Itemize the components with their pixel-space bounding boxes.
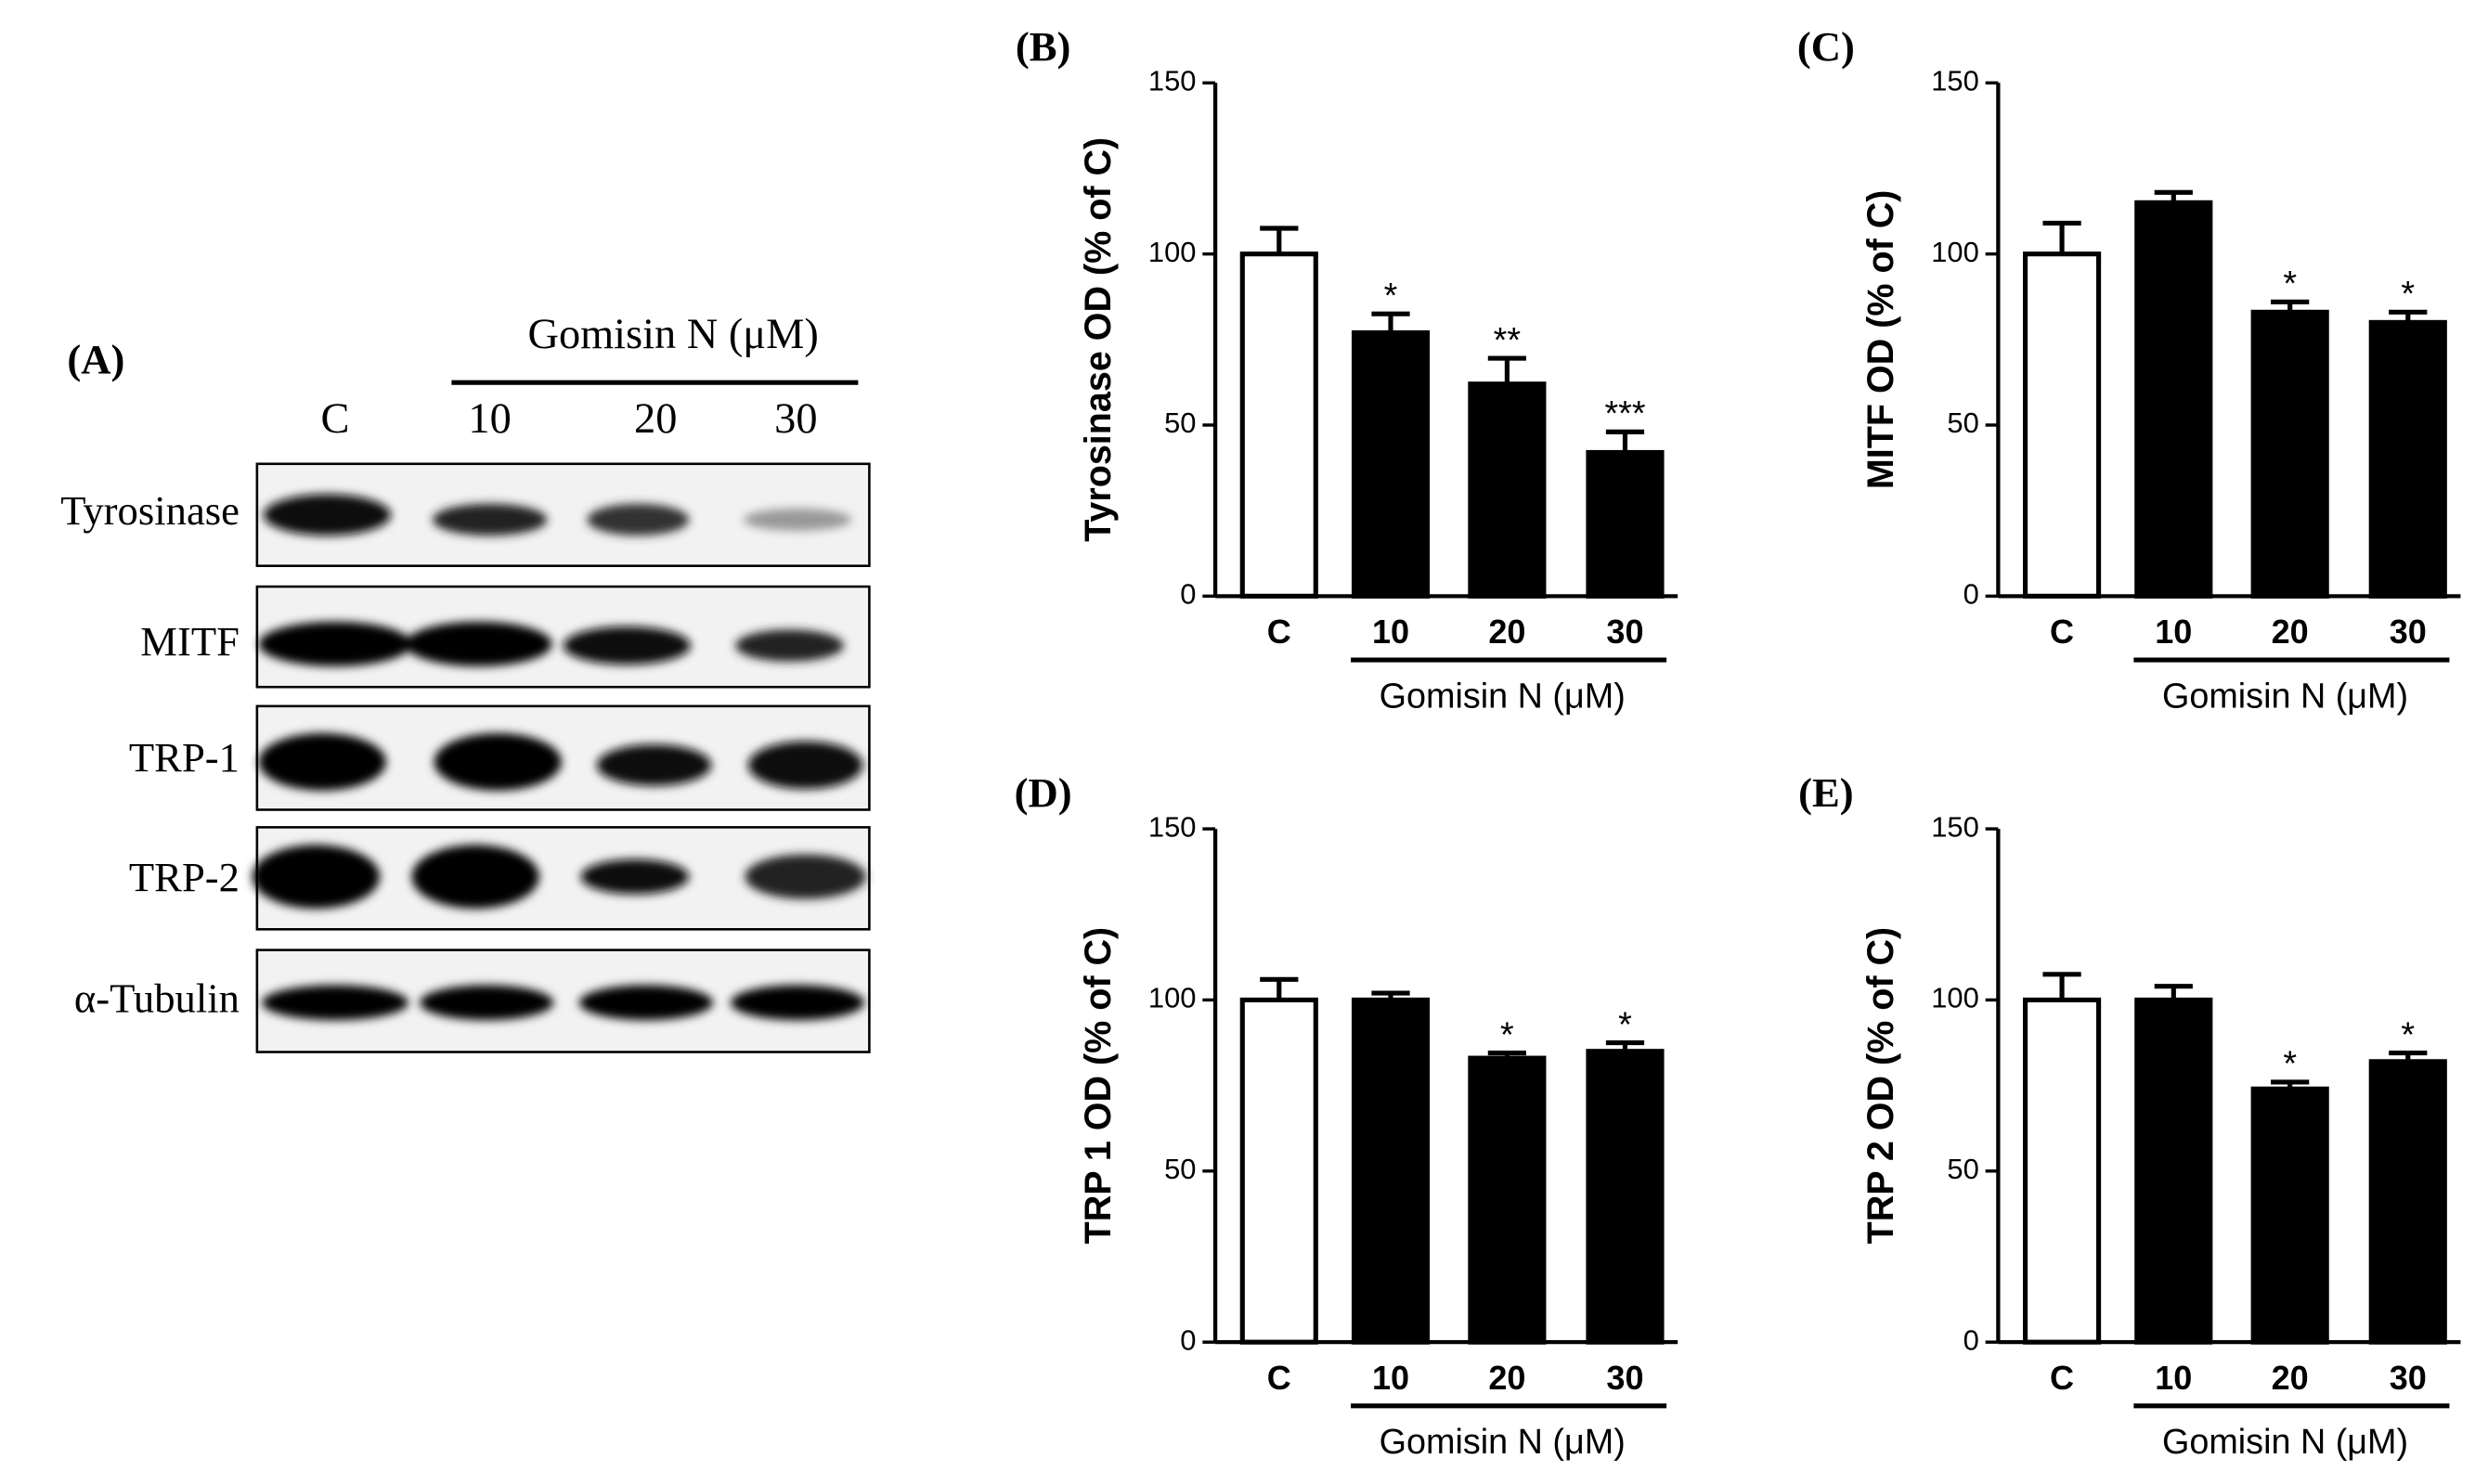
- y-tick-label: 0: [1180, 578, 1196, 611]
- x-tick-label: 10: [1372, 1359, 1409, 1397]
- protein-label: MITF: [140, 618, 240, 665]
- panel-label: (C): [1797, 23, 1855, 70]
- x-tick-label: 30: [1606, 1359, 1643, 1397]
- x-tick-label: 20: [1488, 613, 1525, 651]
- y-tick-label: 50: [1947, 1153, 1978, 1185]
- x-tick-label: C: [2050, 613, 2074, 651]
- y-tick-label: 150: [1931, 810, 1979, 843]
- bar: [1351, 329, 1431, 599]
- y-tick-label: 100: [1148, 236, 1197, 268]
- bar: [1239, 997, 1318, 1345]
- panel-label: (E): [1798, 769, 1854, 816]
- y-tick-label: 50: [1164, 406, 1196, 439]
- bar: [1468, 1055, 1547, 1345]
- bar: [2134, 200, 2213, 599]
- bar: [1351, 997, 1431, 1345]
- lane-label: 30: [774, 395, 817, 443]
- x-tick-label: 30: [2390, 613, 2427, 651]
- panel-label: (B): [1016, 23, 1071, 70]
- x-tick-label: 10: [2155, 1359, 2192, 1397]
- y-tick-label: 50: [1947, 406, 1978, 439]
- protein-label: Tyrosinase: [60, 487, 240, 534]
- y-axis-label: TRP 1 OD (% of C): [1078, 927, 1119, 1245]
- lane-label: 20: [634, 395, 677, 443]
- x-axis-label: Gomisin N (μM): [2162, 677, 2408, 716]
- significance-label: *: [1618, 1005, 1632, 1044]
- protein-label: TRP-1: [129, 734, 240, 781]
- bar: [2250, 1086, 2329, 1345]
- panel-label: (A): [67, 336, 124, 382]
- significance-label: *: [2283, 1045, 2297, 1084]
- y-tick-label: 50: [1164, 1153, 1196, 1185]
- x-tick-label: 20: [2272, 1359, 2309, 1397]
- y-axis-label: MITF OD (% of C): [1860, 190, 1901, 490]
- bar: [2368, 1059, 2447, 1345]
- panel-label: (D): [1015, 769, 1072, 816]
- y-axis-label: Tyrosinase OD (% of C): [1078, 137, 1119, 542]
- lane-label: 10: [468, 395, 511, 443]
- bar: [1239, 252, 1318, 599]
- x-tick-label: 30: [1606, 613, 1643, 651]
- x-tick-label: C: [1267, 1359, 1291, 1397]
- y-tick-label: 100: [1931, 982, 1979, 1014]
- bar: [2134, 997, 2213, 1345]
- significance-label: *: [2401, 1015, 2415, 1054]
- lane-label: C: [321, 395, 350, 443]
- significance-label: *: [2401, 275, 2415, 314]
- y-tick-label: 0: [1963, 578, 1979, 611]
- bar: [2368, 319, 2447, 599]
- x-tick-label: 30: [2390, 1359, 2427, 1397]
- bar: [1586, 1049, 1665, 1345]
- x-axis-label: Gomisin N (μM): [1380, 677, 1626, 716]
- y-tick-label: 150: [1148, 810, 1197, 843]
- bar: [1586, 449, 1665, 599]
- treatment-label: Gomisin N (μM): [527, 311, 818, 358]
- y-tick-label: 150: [1931, 64, 1979, 97]
- y-tick-label: 100: [1931, 236, 1979, 268]
- significance-label: *: [2283, 265, 2297, 303]
- x-axis-label: Gomisin N (μM): [2162, 1423, 2408, 1462]
- bar: [2023, 997, 2102, 1345]
- bar: [2250, 309, 2329, 599]
- x-axis-label: Gomisin N (μM): [1380, 1423, 1626, 1462]
- y-axis-label: TRP 2 OD (% of C): [1860, 927, 1901, 1245]
- western-blot: (A) Gomisin N (μM) C 10 20 30 Tyrosinase…: [60, 311, 871, 1053]
- y-tick-label: 150: [1148, 64, 1197, 97]
- x-tick-label: 10: [1372, 613, 1409, 651]
- x-tick-label: C: [1267, 613, 1291, 651]
- significance-label: *: [1384, 277, 1398, 316]
- bar: [2023, 252, 2102, 599]
- significance-label: ***: [1604, 394, 1645, 433]
- x-tick-label: 10: [2155, 613, 2192, 651]
- x-tick-label: C: [2050, 1359, 2074, 1397]
- y-tick-label: 100: [1148, 982, 1197, 1014]
- protein-label: TRP-2: [129, 854, 240, 900]
- y-tick-label: 0: [1963, 1323, 1979, 1356]
- x-tick-label: 20: [2272, 613, 2309, 651]
- blot-bands: [252, 494, 866, 1021]
- y-tick-label: 0: [1180, 1323, 1196, 1356]
- protein-label: α-Tubulin: [74, 975, 240, 1022]
- x-tick-label: 20: [1488, 1359, 1525, 1397]
- significance-label: **: [1494, 321, 1522, 360]
- significance-label: *: [1500, 1015, 1514, 1054]
- bar: [1468, 381, 1547, 599]
